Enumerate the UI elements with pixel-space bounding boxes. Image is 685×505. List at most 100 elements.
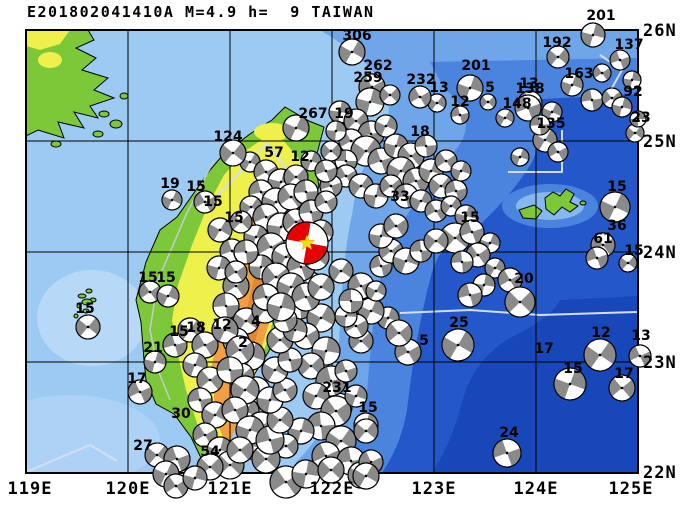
focal-mechanism [138, 280, 162, 304]
depth-label: 18 [410, 124, 429, 140]
depth-label: 259 [353, 70, 382, 86]
depth-label: 61 [593, 231, 612, 247]
longitude-label: 123E [412, 479, 457, 499]
taipei-basin [254, 123, 290, 141]
western-plain-line [149, 159, 215, 401]
mainland-highland-patch [26, 30, 70, 50]
depth-label: 15 [624, 243, 643, 259]
focal-mechanism [479, 93, 497, 111]
depth-label: 54 [200, 444, 220, 460]
depth-label: 135 [536, 116, 565, 132]
depth-label: 24 [499, 425, 519, 441]
focal-mechanism [163, 473, 189, 499]
southwest-shallow [26, 395, 160, 473]
focal-mechanism [450, 250, 474, 274]
depth-label: 124 [213, 129, 242, 145]
depth-label: 5 [485, 80, 495, 96]
focal-mechanism [224, 260, 248, 284]
focal-mechanism [353, 418, 379, 444]
focal-mechanism [196, 366, 224, 394]
focal-mechanism [211, 316, 239, 344]
focal-mechanism [450, 105, 470, 125]
focal-mechanism [546, 45, 570, 69]
focal-mechanism [338, 288, 364, 314]
depth-label: 201 [586, 8, 615, 24]
depth-label: 15 [203, 194, 222, 210]
depth-label: 267 [298, 106, 327, 122]
focal-mechanism [266, 292, 296, 322]
depth-label: 30 [171, 406, 191, 422]
focal-mechanism [408, 85, 432, 109]
depth-label: 13 [519, 76, 538, 92]
focal-mechanism [553, 367, 587, 401]
focal-mechanism [325, 120, 347, 142]
focal-mechanism [379, 84, 401, 106]
depth-label: 137 [614, 37, 643, 53]
depth-label: 57 [264, 145, 283, 161]
focal-mechanism [293, 179, 319, 205]
focal-mechanism [144, 442, 170, 468]
bathymetry-contour-east [399, 309, 638, 316]
mainland-highland-patch2 [38, 52, 62, 68]
focal-mechanism [314, 190, 338, 214]
longitude-label: 120E [106, 479, 151, 499]
focal-mechanism [541, 101, 563, 123]
depth-label: 5 [419, 333, 429, 349]
depth-label: 12 [212, 317, 231, 333]
depth-label: 27 [133, 438, 152, 454]
depth-label: 15 [460, 210, 479, 226]
depth-label: 17 [127, 371, 146, 387]
focal-mechanism [226, 436, 254, 464]
focal-mechanism [592, 63, 612, 83]
depth-label: 20 [514, 271, 534, 287]
latitude-label: 24N [643, 243, 677, 263]
focal-mechanism [547, 141, 569, 163]
focal-mechanism [529, 114, 551, 136]
focal-mechanism [580, 22, 606, 48]
focal-mechanism [504, 286, 536, 318]
focal-mechanism [75, 314, 101, 340]
longitude-label: 121E [208, 479, 253, 499]
depth-label: 15 [224, 210, 243, 226]
focal-mechanism [383, 213, 409, 239]
focal-mechanism [207, 217, 233, 243]
focal-mechanism [608, 374, 636, 402]
depth-label: 19 [160, 176, 179, 192]
focal-mechanism [585, 246, 609, 270]
elevation-contour-north [201, 142, 294, 213]
focal-mechanism [344, 384, 368, 408]
focal-mechanism [302, 382, 330, 410]
depth-label: 232 [406, 72, 435, 88]
map-title: E201802041410A M=4.9 h= 9 TAIWAN [27, 3, 375, 21]
focal-mechanism [352, 462, 380, 490]
focal-mechanism [355, 87, 385, 117]
latitude-label: 22N [643, 463, 677, 483]
coastal-islet [92, 130, 104, 138]
focal-mechanism [143, 350, 167, 374]
longitude-label: 122E [310, 479, 355, 499]
focal-mechanism [629, 110, 647, 128]
focal-mechanism [156, 284, 180, 308]
focal-mechanism [423, 228, 449, 254]
coastal-islet [119, 92, 129, 100]
depth-label: 23 [631, 110, 650, 126]
depth-label: 13 [429, 80, 448, 96]
focal-mechanism [338, 38, 366, 66]
focal-mechanism [320, 140, 342, 162]
coastal-islet [50, 140, 62, 148]
focal-mechanism [266, 406, 294, 434]
latitude-label: 26N [643, 21, 677, 41]
focal-mechanism [221, 396, 249, 424]
depth-label: 15 [607, 179, 626, 195]
focal-mechanism [560, 73, 584, 97]
focal-mechanism [628, 344, 652, 368]
focal-mechanism [599, 191, 631, 223]
focal-mechanism [414, 134, 438, 158]
longitude-label: 125E [609, 479, 654, 499]
focal-mechanism [182, 465, 208, 491]
depth-label: 201 [461, 58, 490, 74]
focal-mechanism [317, 456, 345, 484]
penghu-islands [73, 288, 97, 319]
focal-mechanism [441, 328, 475, 362]
